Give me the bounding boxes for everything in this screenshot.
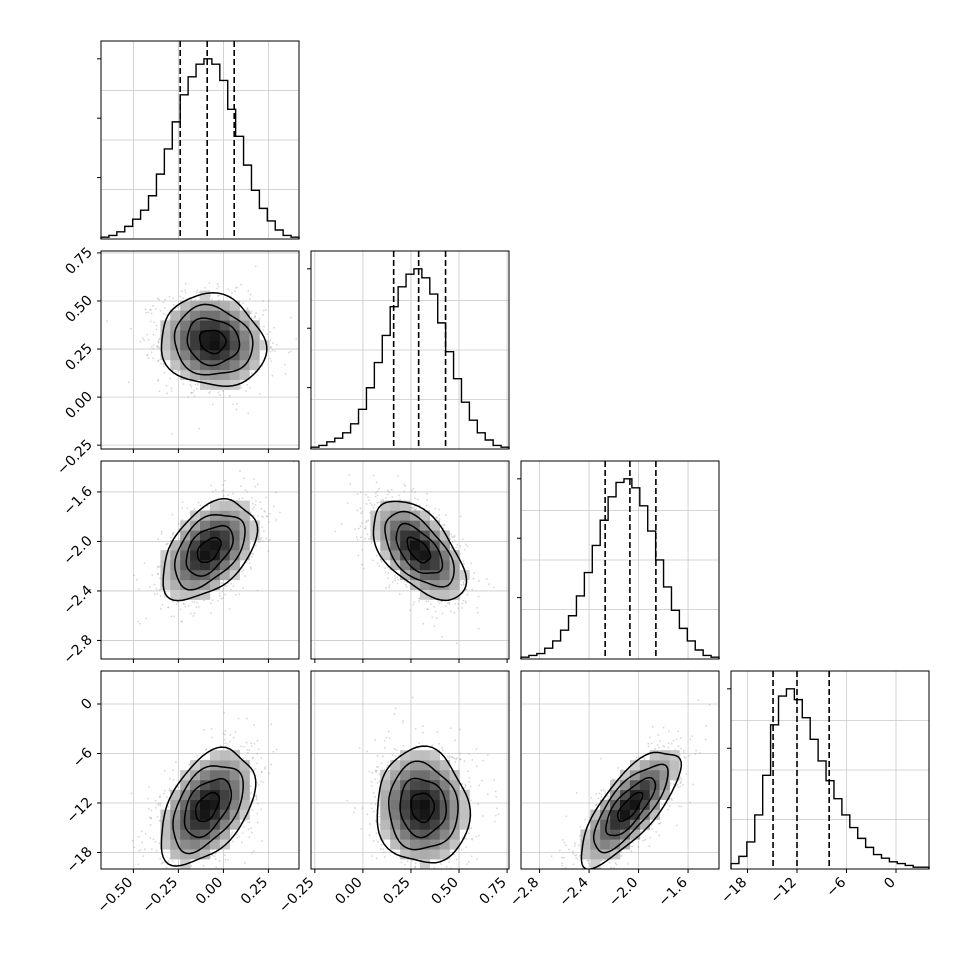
x-tick-label-p4-2: −6 [823,874,849,900]
scatter-panel-p1-p4 [97,670,300,873]
x-tick-label-p2-1: 0.00 [332,875,365,908]
x-tick-label-p2-3: 0.50 [428,875,461,908]
histogram-panel-p1 [97,40,300,240]
y-tick-label-p3-2: −2.0 [60,533,95,568]
scatter-panel-p1-p3 [97,460,300,663]
density-grid [370,500,470,600]
histogram-p3 [520,478,720,659]
x-tick-label-p1-3: 0.25 [238,875,271,908]
scatter-panel-p2-p3 [310,460,510,663]
contours [160,746,257,867]
contours [160,292,268,387]
histogram-frame-p2 [310,250,510,450]
contours [376,745,472,864]
scatter-frame [520,670,720,870]
histogram-frame-p4 [730,670,930,870]
y-tick-label-p4-2: −6 [70,745,96,771]
y-tick-label-p2-2: 0.25 [62,341,95,374]
x-tick-label-p3-1: −2.4 [557,874,592,909]
x-tick-label-p2-4: 0.75 [477,875,510,908]
x-tick-label-p1-2: 0.00 [193,875,226,908]
histogram-p4 [730,688,930,869]
y-tick-label-p4-3: 0 [78,696,96,714]
x-tick-label-p2-0: −0.25 [276,875,318,917]
y-tick-label-p3-1: −2.4 [60,582,95,617]
scatter-frame [310,670,510,870]
contours [372,500,468,602]
y-tick-label-p3-0: −2.8 [60,632,95,667]
x-tick-label-p3-0: −2.8 [507,875,542,910]
y-tick-label-p2-0: −0.25 [54,437,96,479]
y-tick-label-p4-1: −12 [64,795,96,827]
x-tick-label-p4-3: 0 [881,875,899,893]
contours [162,497,259,602]
density-grid [160,750,250,869]
scatter-frame [310,460,510,660]
x-tick-label-p1-0: −0.50 [95,875,137,917]
scatter-panel-p1-p2 [97,250,300,453]
x-tick-label-p4-0: −18 [718,875,750,907]
y-tick-label-p2-1: 0.00 [62,389,95,422]
histogram-panel-p2 [307,250,510,450]
scatter-panel-p3-p4 [520,670,720,873]
x-tick-label-p3-3: −1.6 [656,874,691,909]
histogram-p1 [100,58,300,239]
histogram-p2 [310,268,510,449]
scatter-frame [100,250,300,450]
scatter-frame [100,670,300,870]
density-grid [380,750,470,869]
x-tick-label-p3-2: −2.0 [606,875,641,910]
scatter-frame [100,460,300,660]
y-tick-label-p3-3: −1.6 [60,483,95,518]
contours [580,751,683,869]
histogram-frame-p1 [100,40,300,240]
histogram-panel-p4 [727,670,930,870]
scatter-panel-p2-p4 [310,670,510,873]
histogram-frame-p3 [520,460,720,660]
y-tick-label-p4-0: −18 [64,844,96,876]
y-tick-label-p2-3: 0.50 [62,292,95,325]
y-tick-label-p2-4: 0.75 [62,244,95,277]
histogram-panel-p3 [517,460,720,660]
x-tick-label-p4-1: −12 [768,875,800,907]
x-tick-label-p1-1: −0.25 [140,875,182,917]
x-tick-label-p2-2: 0.25 [380,875,413,908]
